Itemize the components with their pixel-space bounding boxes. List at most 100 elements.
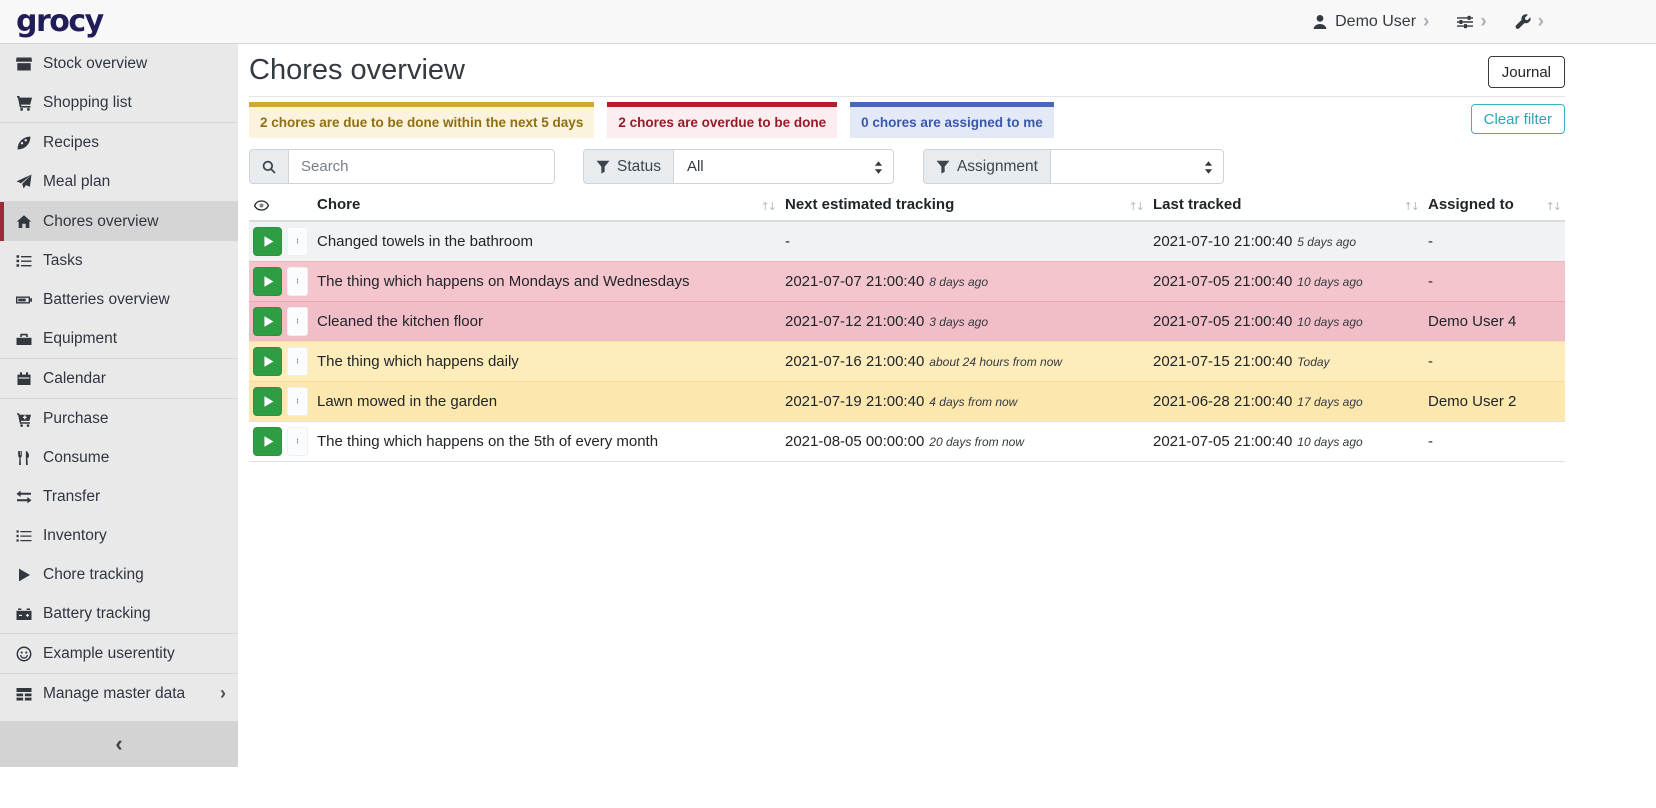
chore-name: The thing which happens on Mondays and W… xyxy=(317,272,690,290)
page-title: Chores overview xyxy=(249,54,465,86)
journal-button[interactable]: Journal xyxy=(1487,56,1565,88)
sidebar-item-batteries-overview[interactable]: Batteries overview xyxy=(0,280,238,319)
eye-icon xyxy=(254,198,307,213)
table-header-row: ↑↓ Chore ↑↓ Next estimated tracking ↑↓ Last t… xyxy=(249,192,1565,221)
sidebar-item-label: Example userentity xyxy=(43,644,175,662)
shopping-cart-icon xyxy=(16,95,34,111)
chevron-right-icon: › xyxy=(220,683,226,703)
sidebar-item-stock-overview[interactable]: Stock overview xyxy=(0,44,238,83)
column-header-label: Chore xyxy=(317,196,361,213)
chore-row-menu-button[interactable] xyxy=(287,306,308,336)
sidebar-item-manage-master-data[interactable]: Manage master data › xyxy=(0,674,238,713)
track-chore-execution-button[interactable] xyxy=(253,426,282,456)
relative-time: 8 days ago xyxy=(929,274,989,289)
sidebar-item-battery-tracking[interactable]: Battery tracking xyxy=(0,594,238,633)
next-tracking-date: 2021-08-05 00:00:00 xyxy=(785,432,925,450)
car-battery-icon xyxy=(16,606,34,622)
app-logo[interactable]: grocy xyxy=(16,3,104,39)
filter-badge-warning[interactable]: 2 chores are due to be done within the n… xyxy=(249,102,595,138)
ellipsis-v-icon xyxy=(295,353,300,369)
track-chore-execution-button[interactable] xyxy=(253,266,282,296)
relative-time: Today xyxy=(1297,354,1330,369)
assignment-select[interactable] xyxy=(1049,149,1224,184)
filters-row: Status All Assignment xyxy=(249,149,1565,184)
assignment-filter-label: Assignment xyxy=(956,157,1038,175)
relative-time: 17 days ago xyxy=(1297,394,1363,409)
sidebar-item-purchase[interactable]: Purchase xyxy=(0,399,238,438)
sidebar-item-shopping-list[interactable]: Shopping list xyxy=(0,83,238,122)
sort-icon: ↑↓ xyxy=(760,200,778,213)
assigned-user: - xyxy=(1428,232,1433,250)
smile-icon xyxy=(16,646,34,662)
play-icon xyxy=(260,435,275,448)
chevron-left-icon: ‹ xyxy=(115,731,123,756)
user-menu-label: Demo User xyxy=(1335,12,1417,30)
chore-row-menu-button[interactable] xyxy=(287,346,308,376)
ellipsis-v-icon xyxy=(295,393,300,409)
assigned-user: - xyxy=(1428,272,1433,290)
sidebar-item-recipes[interactable]: Recipes xyxy=(0,123,238,162)
sidebar-separator xyxy=(0,122,238,123)
chore-row-menu-button[interactable] xyxy=(287,386,308,416)
filter-badge-info[interactable]: 0 chores are assigned to me xyxy=(850,102,1054,138)
sidebar-menu: Stock overview Shopping list Recipes Meal p… xyxy=(0,44,238,721)
sidebar-separator xyxy=(0,673,238,674)
status-filter-label: Status xyxy=(617,157,661,175)
clear-filter-button[interactable]: Clear filter xyxy=(1470,104,1565,134)
sidebar-item-example-userentity[interactable]: Example userentity xyxy=(0,634,238,673)
track-chore-execution-button[interactable] xyxy=(253,306,282,336)
sidebar-item-label: Manage master data xyxy=(43,684,186,702)
sort-icon: ↑↓ xyxy=(1545,200,1563,213)
status-select[interactable]: All xyxy=(672,149,894,184)
sidebar-item-label: Shopping list xyxy=(43,93,132,111)
sidebar-item-consume[interactable]: Consume xyxy=(0,438,238,477)
sidebar-separator xyxy=(0,201,238,202)
column-header-chore[interactable]: ↑↓ Chore xyxy=(312,192,780,221)
chore-name: The thing which happens daily xyxy=(317,352,519,370)
sidebar-item-label: Batteries overview xyxy=(43,290,170,308)
column-visibility-header[interactable] xyxy=(249,192,312,221)
sidebar-item-tasks[interactable]: Tasks xyxy=(0,241,238,280)
paper-plane-icon xyxy=(16,174,34,190)
chore-row-menu-button[interactable] xyxy=(287,426,308,456)
sidebar-item-label: Transfer xyxy=(43,487,101,505)
sidebar-item-chore-tracking[interactable]: Chore tracking xyxy=(0,555,238,594)
table-icon xyxy=(16,686,34,702)
relative-time: 5 days ago xyxy=(1297,234,1357,249)
chore-row-menu-button[interactable] xyxy=(287,266,308,296)
last-tracked-date: 2021-07-05 21:00:40 xyxy=(1153,312,1293,330)
sidebar-item-meal-plan[interactable]: Meal plan xyxy=(0,162,238,201)
sidebar-item-label: Equipment xyxy=(43,329,118,347)
toolbox-icon xyxy=(16,331,34,347)
chores-table: ↑↓ Chore ↑↓ Next estimated tracking ↑↓ Last t… xyxy=(249,192,1565,462)
next-tracking-date: - xyxy=(785,232,790,250)
ellipsis-v-icon xyxy=(295,433,300,449)
sidebar-item-chores-overview[interactable]: Chores overview xyxy=(0,202,238,241)
next-tracking-date: 2021-07-16 21:00:40 xyxy=(785,352,925,370)
admin-menu[interactable]: › xyxy=(1515,12,1544,31)
user-menu[interactable]: Demo User › xyxy=(1312,12,1429,31)
sidebar-item-label: Meal plan xyxy=(43,172,111,190)
filter-badge-danger[interactable]: 2 chores are overdue to be done xyxy=(607,102,838,138)
chevron-right-icon: › xyxy=(1423,11,1430,32)
home-icon xyxy=(16,214,34,230)
track-chore-execution-button[interactable] xyxy=(253,346,282,376)
column-header-last-tracked[interactable]: ↑↓ Last tracked xyxy=(1148,192,1423,221)
column-header-assigned-to[interactable]: ↑↓ Assigned to xyxy=(1423,192,1565,221)
column-header-next-estimated-tracking[interactable]: ↑↓ Next estimated tracking xyxy=(780,192,1148,221)
sidebar-item-transfer[interactable]: Transfer xyxy=(0,477,238,516)
sidebar-item-calendar[interactable]: Calendar xyxy=(0,359,238,398)
search-input[interactable] xyxy=(288,149,555,184)
exchange-icon xyxy=(16,489,34,505)
sidebar-item-equipment[interactable]: Equipment xyxy=(0,319,238,358)
chore-row-menu-button[interactable] xyxy=(287,226,308,256)
track-chore-execution-button[interactable] xyxy=(253,386,282,416)
chore-name: Cleaned the kitchen floor xyxy=(317,312,483,330)
settings-menu[interactable]: › xyxy=(1457,12,1487,31)
sidebar-item-inventory[interactable]: Inventory xyxy=(0,516,238,555)
chevron-right-icon: › xyxy=(1537,11,1544,32)
sidebar-separator xyxy=(0,633,238,634)
relative-time: 20 days from now xyxy=(929,434,1025,449)
sidebar-collapse-button[interactable]: ‹ xyxy=(0,721,238,767)
track-chore-execution-button[interactable] xyxy=(253,226,282,256)
